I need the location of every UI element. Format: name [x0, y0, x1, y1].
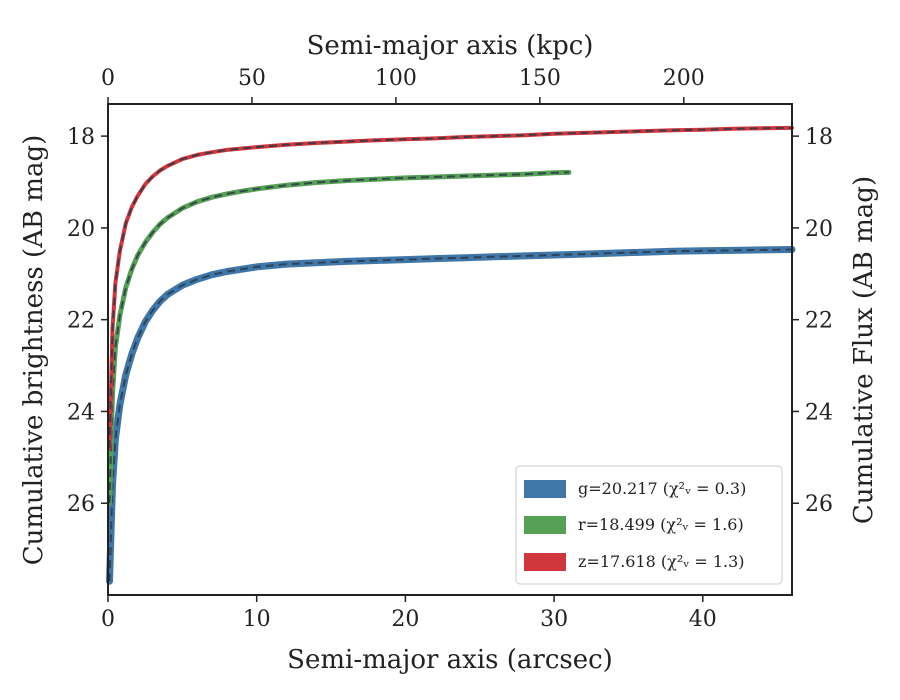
- legend-label-r: r=18.499 (χ²ᵥ = 1.6): [578, 515, 744, 534]
- legend-swatch-r: [524, 516, 566, 534]
- legend-label-z: z=17.618 (χ²ᵥ = 1.3): [578, 552, 745, 571]
- x-tick-label: 0: [101, 607, 115, 632]
- y-axis-title: Cumulative brightness (AB mag): [19, 135, 49, 566]
- plot-frame: [107, 103, 793, 596]
- y2-tick-label: 24: [805, 400, 833, 425]
- x2-tick-label: 200: [663, 66, 705, 91]
- x-tick-label: 10: [243, 607, 271, 632]
- y-tick-label: 26: [67, 492, 95, 517]
- model-line-z: [108, 126, 793, 449]
- x2-axis-title: Semi-major axis (kpc): [307, 31, 594, 61]
- y-tick-label: 24: [67, 400, 95, 425]
- y2-tick-label: 26: [805, 492, 833, 517]
- x-axis-title: Semi-major axis (arcsec): [287, 645, 613, 675]
- y2-tick-label: 22: [805, 309, 833, 334]
- legend-swatch-g: [524, 480, 566, 498]
- x2-tick-label: 150: [519, 66, 561, 91]
- x-tick-label: 40: [689, 607, 717, 632]
- legend: g=20.217 (χ²ᵥ = 0.3) r=18.499 (χ²ᵥ = 1.6…: [515, 465, 783, 585]
- legend-label-g: g=20.217 (χ²ᵥ = 0.3): [578, 479, 746, 498]
- ticks-layer: 0 10 20 30 40 0 50 100 150 200 18 18 20 20 22 22 24 24 26 2…: [67, 66, 833, 632]
- y2-axis-title: Cumulative Flux (AB mag): [849, 176, 879, 524]
- model-line-g: [108, 248, 793, 582]
- y-tick-label: 20: [67, 217, 95, 242]
- x2-tick-label: 50: [238, 66, 266, 91]
- y2-tick-label: 20: [805, 217, 833, 242]
- x2-tick-label: 0: [101, 66, 115, 91]
- series-layer: [106, 125, 796, 585]
- x2-tick-label: 100: [375, 66, 417, 91]
- legend-frame: [515, 465, 783, 585]
- legend-swatch-z: [524, 553, 566, 571]
- x-tick-label: 30: [540, 607, 568, 632]
- model-line-r: [108, 171, 570, 504]
- x-tick-label: 20: [391, 607, 419, 632]
- y2-tick-label: 18: [805, 125, 833, 150]
- y-tick-label: 22: [67, 309, 95, 334]
- y-tick-label: 18: [67, 125, 95, 150]
